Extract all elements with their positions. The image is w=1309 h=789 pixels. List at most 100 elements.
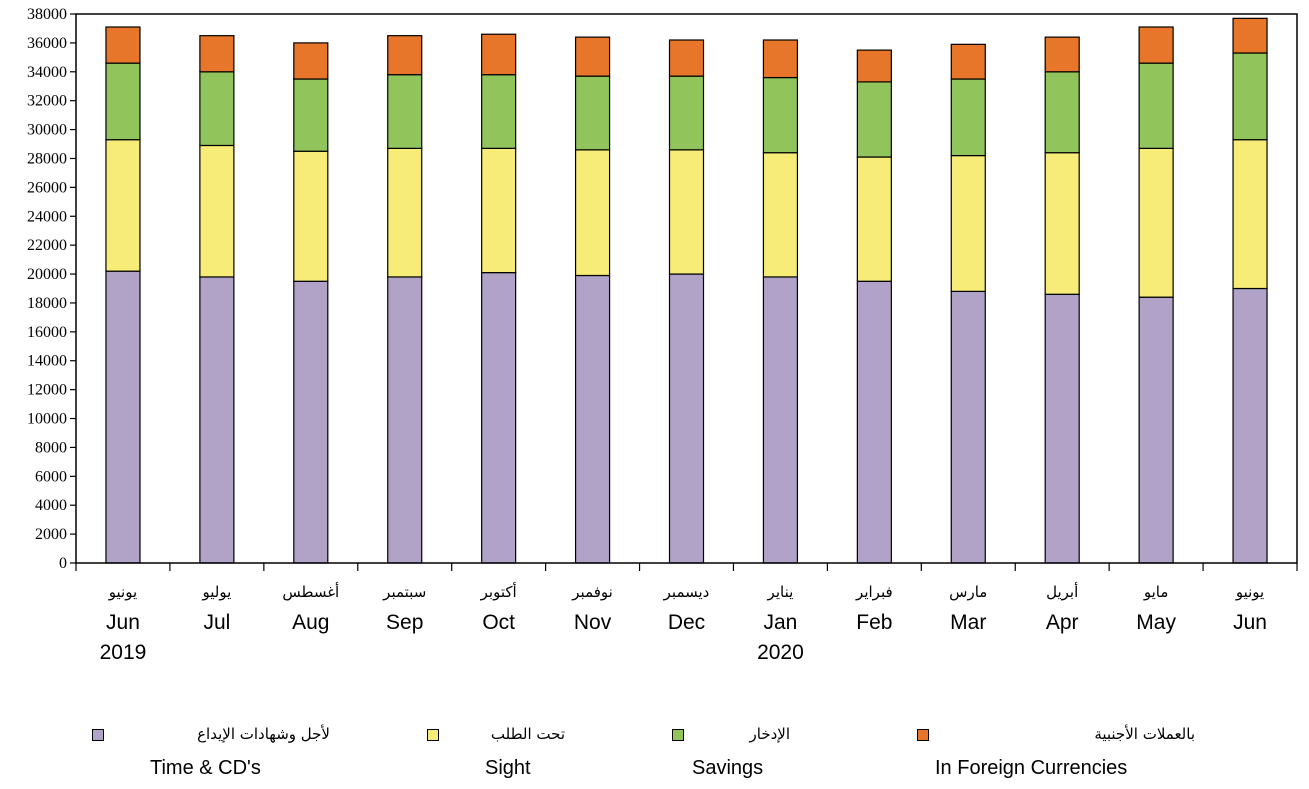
bar-segment-time-cds	[1044, 293, 1080, 564]
bar-segment-time-cds	[1232, 287, 1268, 564]
legend-label-ar: لأجل وشهادات الإيداع	[197, 725, 330, 743]
y-tick-label: 6000	[35, 468, 67, 485]
bar-segment-sight	[856, 156, 892, 282]
bar-segment-foreign-currencies	[1138, 26, 1174, 64]
bar-segment-sight	[293, 150, 329, 282]
bar-segment-foreign-currencies	[105, 26, 141, 64]
bar-segment-savings	[293, 78, 329, 152]
bar-segment-savings	[574, 75, 611, 151]
bar-segment-sight	[950, 154, 986, 292]
bar-segment-savings	[105, 62, 141, 141]
y-tick-label: 16000	[27, 324, 67, 341]
x-label-ar: فبراير	[855, 583, 893, 601]
bar-segment-time-cds	[105, 270, 141, 564]
x-label-year: 2019	[100, 641, 147, 664]
y-tick-label: 22000	[27, 237, 67, 254]
legend-label-en: Sight	[485, 757, 531, 779]
bar-segment-savings	[668, 75, 705, 151]
bar-segment-foreign-currencies	[387, 35, 423, 76]
bar-segment-time-cds	[481, 272, 517, 564]
bar-segment-time-cds	[574, 274, 611, 564]
plot-frame	[75, 13, 1298, 564]
bar-segment-sight	[1232, 139, 1268, 290]
bar-segment-savings	[1044, 71, 1080, 154]
y-tick-label: 2000	[35, 526, 67, 543]
bar-segment-savings	[1138, 62, 1174, 149]
legend-swatch	[92, 729, 104, 741]
bar-segment-time-cds	[950, 290, 986, 564]
y-tick-label: 0	[59, 555, 67, 572]
bar-segment-sight	[762, 152, 799, 278]
bar-segment-sight	[668, 149, 705, 275]
stacked-bar-chart: 0 2000 4000 6000 8000 10000 12000 14000 16000 180…	[27, 6, 1298, 664]
bar-segment-time-cds	[762, 276, 799, 564]
bar-segment-savings	[950, 78, 986, 157]
x-label-month: Feb	[856, 611, 892, 634]
bar-segment-savings	[481, 74, 517, 149]
bar-segment-foreign-currencies	[762, 39, 799, 79]
bar-segment-savings	[387, 74, 423, 149]
x-label-month: Jun	[106, 611, 140, 634]
legend-swatch	[427, 729, 439, 741]
x-label-ar: أغسطس	[282, 582, 339, 601]
y-tick-label: 38000	[27, 6, 67, 23]
bar-segment-foreign-currencies	[293, 42, 329, 80]
bar-segment-sight	[105, 139, 141, 272]
bar-segment-savings	[199, 71, 235, 147]
y-tick-label: 34000	[27, 64, 67, 81]
x-label-month: Oct	[482, 611, 515, 634]
bar-segment-sight	[199, 144, 235, 278]
legend-label-ar: تحت الطلب	[490, 725, 565, 743]
bar-segment-time-cds	[668, 273, 705, 564]
x-label-ar: يوليو	[201, 583, 231, 601]
x-label-ar: نوفمبر	[571, 583, 613, 601]
bar-segment-sight	[1044, 152, 1080, 295]
bar-segment-sight	[1138, 147, 1174, 298]
y-tick-label: 30000	[27, 122, 67, 139]
bar-segment-time-cds	[293, 280, 329, 564]
bar-segment-time-cds	[856, 280, 892, 564]
y-tick-label: 32000	[27, 93, 67, 110]
x-label-ar: يونيو	[1235, 583, 1264, 601]
y-tick-label: 4000	[35, 497, 67, 514]
bar-segment-savings	[856, 81, 892, 158]
y-tick-label: 18000	[27, 295, 67, 312]
x-label-ar: سبتمبر	[382, 583, 426, 601]
legend-label-en: In Foreign Currencies	[935, 757, 1128, 779]
x-label-ar: يناير	[767, 583, 794, 601]
y-tick-label: 24000	[27, 208, 67, 225]
y-tick-label: 12000	[27, 382, 67, 399]
y-tick-label: 36000	[27, 35, 67, 52]
bar-segment-sight	[387, 147, 423, 278]
bar-segment-foreign-currencies	[856, 49, 892, 83]
x-label-ar: ديسمبر	[663, 583, 710, 601]
x-label-ar: مايو	[1143, 583, 1169, 601]
x-label-month: Jun	[1233, 611, 1267, 634]
x-label-month: Aug	[292, 611, 329, 634]
y-tick-label: 26000	[27, 179, 67, 196]
bar-segment-sight	[481, 147, 517, 274]
legend-label-ar: بالعملات الأجنبية	[1094, 725, 1195, 743]
x-label-month: Mar	[950, 611, 986, 634]
bar-segment-foreign-currencies	[199, 35, 235, 73]
bar-segment-foreign-currencies	[481, 33, 517, 76]
legend: لأجل وشهادات الإيداع Time & CD's تحت الط…	[0, 725, 1309, 785]
y-tick-label: 8000	[35, 439, 67, 456]
y-tick-label: 20000	[27, 266, 67, 283]
bar-segment-time-cds	[387, 276, 423, 564]
y-tick-label: 10000	[27, 411, 67, 428]
legend-label-en: Savings	[692, 757, 764, 779]
bar-segment-foreign-currencies	[1044, 36, 1080, 73]
x-label-month: Jan	[763, 611, 797, 634]
bar-segment-foreign-currencies	[950, 43, 986, 80]
bar-segment-foreign-currencies	[1232, 17, 1268, 54]
bar-segment-foreign-currencies	[668, 39, 705, 77]
x-label-ar: يونيو	[108, 583, 137, 601]
bar-segment-savings	[762, 76, 799, 154]
x-label-month: Sep	[386, 611, 423, 634]
x-label-ar: أبريل	[1046, 582, 1078, 601]
x-label-month: May	[1136, 611, 1176, 634]
x-label-year: 2020	[757, 641, 804, 664]
x-label-month: Apr	[1046, 611, 1079, 634]
x-label-month: Nov	[574, 611, 612, 634]
